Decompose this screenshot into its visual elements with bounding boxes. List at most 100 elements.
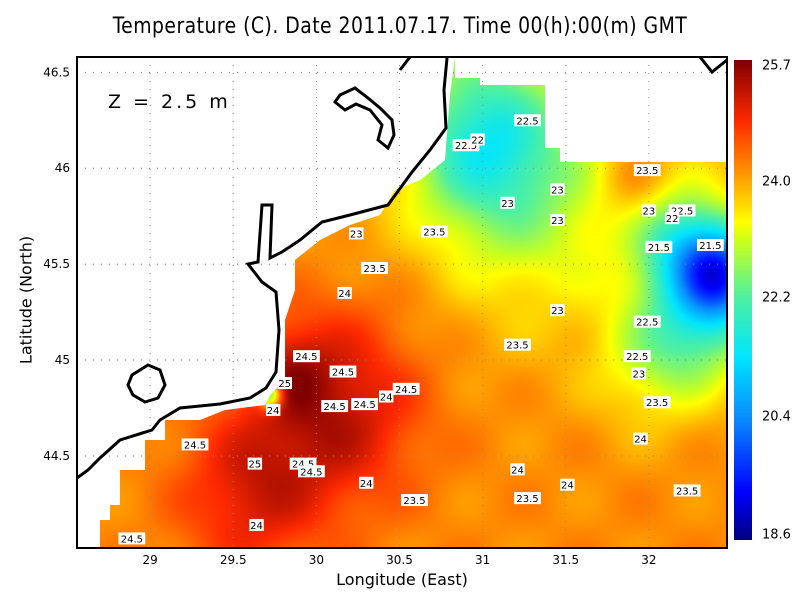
contour-label: 25 [277, 377, 293, 390]
contour-label: 24 [560, 478, 575, 492]
svg-text:24.5: 24.5 [300, 467, 322, 478]
depth-label: Z = 2.5 m [108, 91, 231, 113]
svg-text:24: 24 [338, 289, 351, 300]
svg-text:24.5: 24.5 [395, 385, 417, 396]
contour-label: 22 [664, 212, 680, 225]
svg-text:24.5: 24.5 [353, 400, 375, 411]
svg-text:25: 25 [249, 460, 262, 471]
svg-text:25: 25 [278, 379, 291, 390]
x-tick-label: 30 [309, 553, 324, 567]
contour-label: 24 [379, 390, 394, 403]
y-tick-label: 45 [55, 353, 70, 367]
contour-label: 24 [633, 432, 648, 446]
x-tick-label: 29.5 [220, 553, 247, 567]
x-tick-labels: 29 29.5 30 30.5 31 31.5 32 [143, 553, 657, 567]
svg-text:24.5: 24.5 [121, 534, 143, 545]
svg-text:24: 24 [267, 406, 280, 417]
svg-text:24: 24 [634, 435, 647, 446]
contour-label: 24.5 [321, 400, 349, 413]
land-mask [77, 57, 727, 548]
contour-label: 23.5 [673, 484, 701, 497]
contour-label: 24.5 [351, 398, 378, 411]
contour-label: 21.5 [696, 238, 724, 252]
svg-text:22: 22 [471, 135, 484, 146]
contour-label: 24.5 [293, 350, 320, 363]
colorbar-label: 24.0 [762, 174, 791, 190]
contour-label: 24.5 [181, 438, 209, 451]
svg-text:24.5: 24.5 [324, 402, 346, 413]
contour-label: 22.5 [623, 350, 651, 363]
x-tick-label: 30.5 [386, 553, 413, 567]
x-tick-label: 32 [641, 553, 656, 567]
contour-label: 25 [247, 457, 263, 471]
svg-text:23: 23 [633, 369, 646, 380]
svg-text:23: 23 [501, 199, 514, 210]
plot-frame [76, 56, 728, 549]
x-tick-label: 31 [475, 553, 490, 567]
y-axis-label: Latitude (North) [16, 235, 36, 365]
contour-label: 23.5 [401, 494, 428, 507]
contour-label: 24 [337, 286, 352, 300]
coastline [77, 57, 449, 480]
contour-label: 23 [349, 227, 364, 240]
contour-label: 23 [550, 304, 565, 317]
contour-label: 23.5 [643, 396, 671, 409]
contour-label: 24.5 [297, 465, 325, 478]
y-tick-label: 46.5 [43, 65, 70, 79]
svg-text:23.5: 23.5 [506, 341, 528, 352]
svg-text:24: 24 [380, 392, 393, 403]
contour-label: 23.5 [514, 492, 541, 505]
contour-label: 23 [550, 214, 565, 227]
contour-label: 24 [265, 403, 281, 417]
svg-text:23: 23 [551, 185, 564, 196]
svg-text:24: 24 [561, 481, 574, 492]
svg-text:23: 23 [551, 216, 564, 227]
contour-label: 24 [359, 476, 374, 490]
svg-text:24.5: 24.5 [295, 352, 317, 363]
chart-title: Temperature (C). Date 2011.07.17. Time 0… [112, 14, 688, 39]
contour-label: 24.5 [329, 365, 357, 379]
colorbar [734, 60, 752, 540]
svg-text:23.5: 23.5 [646, 398, 668, 409]
contour-label: 24 [249, 518, 264, 532]
contour-label: 23 [641, 204, 657, 217]
y-tick-label: 45.5 [43, 257, 70, 271]
contour-label: 22.5 [633, 315, 661, 329]
contour-label: 23 [631, 367, 647, 380]
svg-text:23: 23 [551, 306, 564, 317]
svg-text:22: 22 [666, 214, 679, 225]
svg-text:23: 23 [350, 229, 363, 240]
colorbar-label-max: 25.7 [762, 58, 791, 74]
y-tick-label: 44.5 [43, 449, 70, 463]
svg-text:21.5: 21.5 [648, 243, 670, 254]
x-axis-label: Longitude (East) [336, 570, 468, 589]
contour-label: 23 [500, 196, 515, 210]
y-tick-labels: 46.5 46 45.5 45 44.5 [43, 65, 70, 463]
contour-label: 23 [550, 183, 565, 196]
svg-text:23.5: 23.5 [676, 486, 698, 497]
svg-text:22.5: 22.5 [516, 116, 538, 127]
svg-text:24.5: 24.5 [184, 440, 206, 451]
colorbar-label: 22.2 [762, 290, 791, 306]
svg-text:24: 24 [511, 465, 524, 476]
contour-label: 23.5 [361, 261, 388, 275]
colorbar-label-min: 18.6 [762, 527, 791, 543]
contour-label: 24.5 [118, 532, 146, 545]
contour-label: 24 [510, 463, 525, 476]
x-tick-label: 31.5 [552, 553, 579, 567]
contour-label: 23.5 [504, 338, 531, 352]
x-tick-label: 29 [143, 553, 158, 567]
contour-label: 22.5 [514, 114, 541, 127]
lake-outline [126, 363, 167, 404]
svg-text:23.5: 23.5 [403, 496, 425, 507]
svg-text:22.5: 22.5 [455, 141, 477, 152]
svg-text:23: 23 [642, 206, 655, 217]
colorbar-label: 20.4 [762, 409, 791, 425]
svg-text:22.5: 22.5 [671, 206, 693, 217]
svg-text:24.5: 24.5 [292, 460, 314, 471]
contour-label: 24.5 [392, 382, 420, 396]
svg-text:22.5: 22.5 [626, 352, 648, 363]
coast-segment-north [398, 57, 727, 75]
